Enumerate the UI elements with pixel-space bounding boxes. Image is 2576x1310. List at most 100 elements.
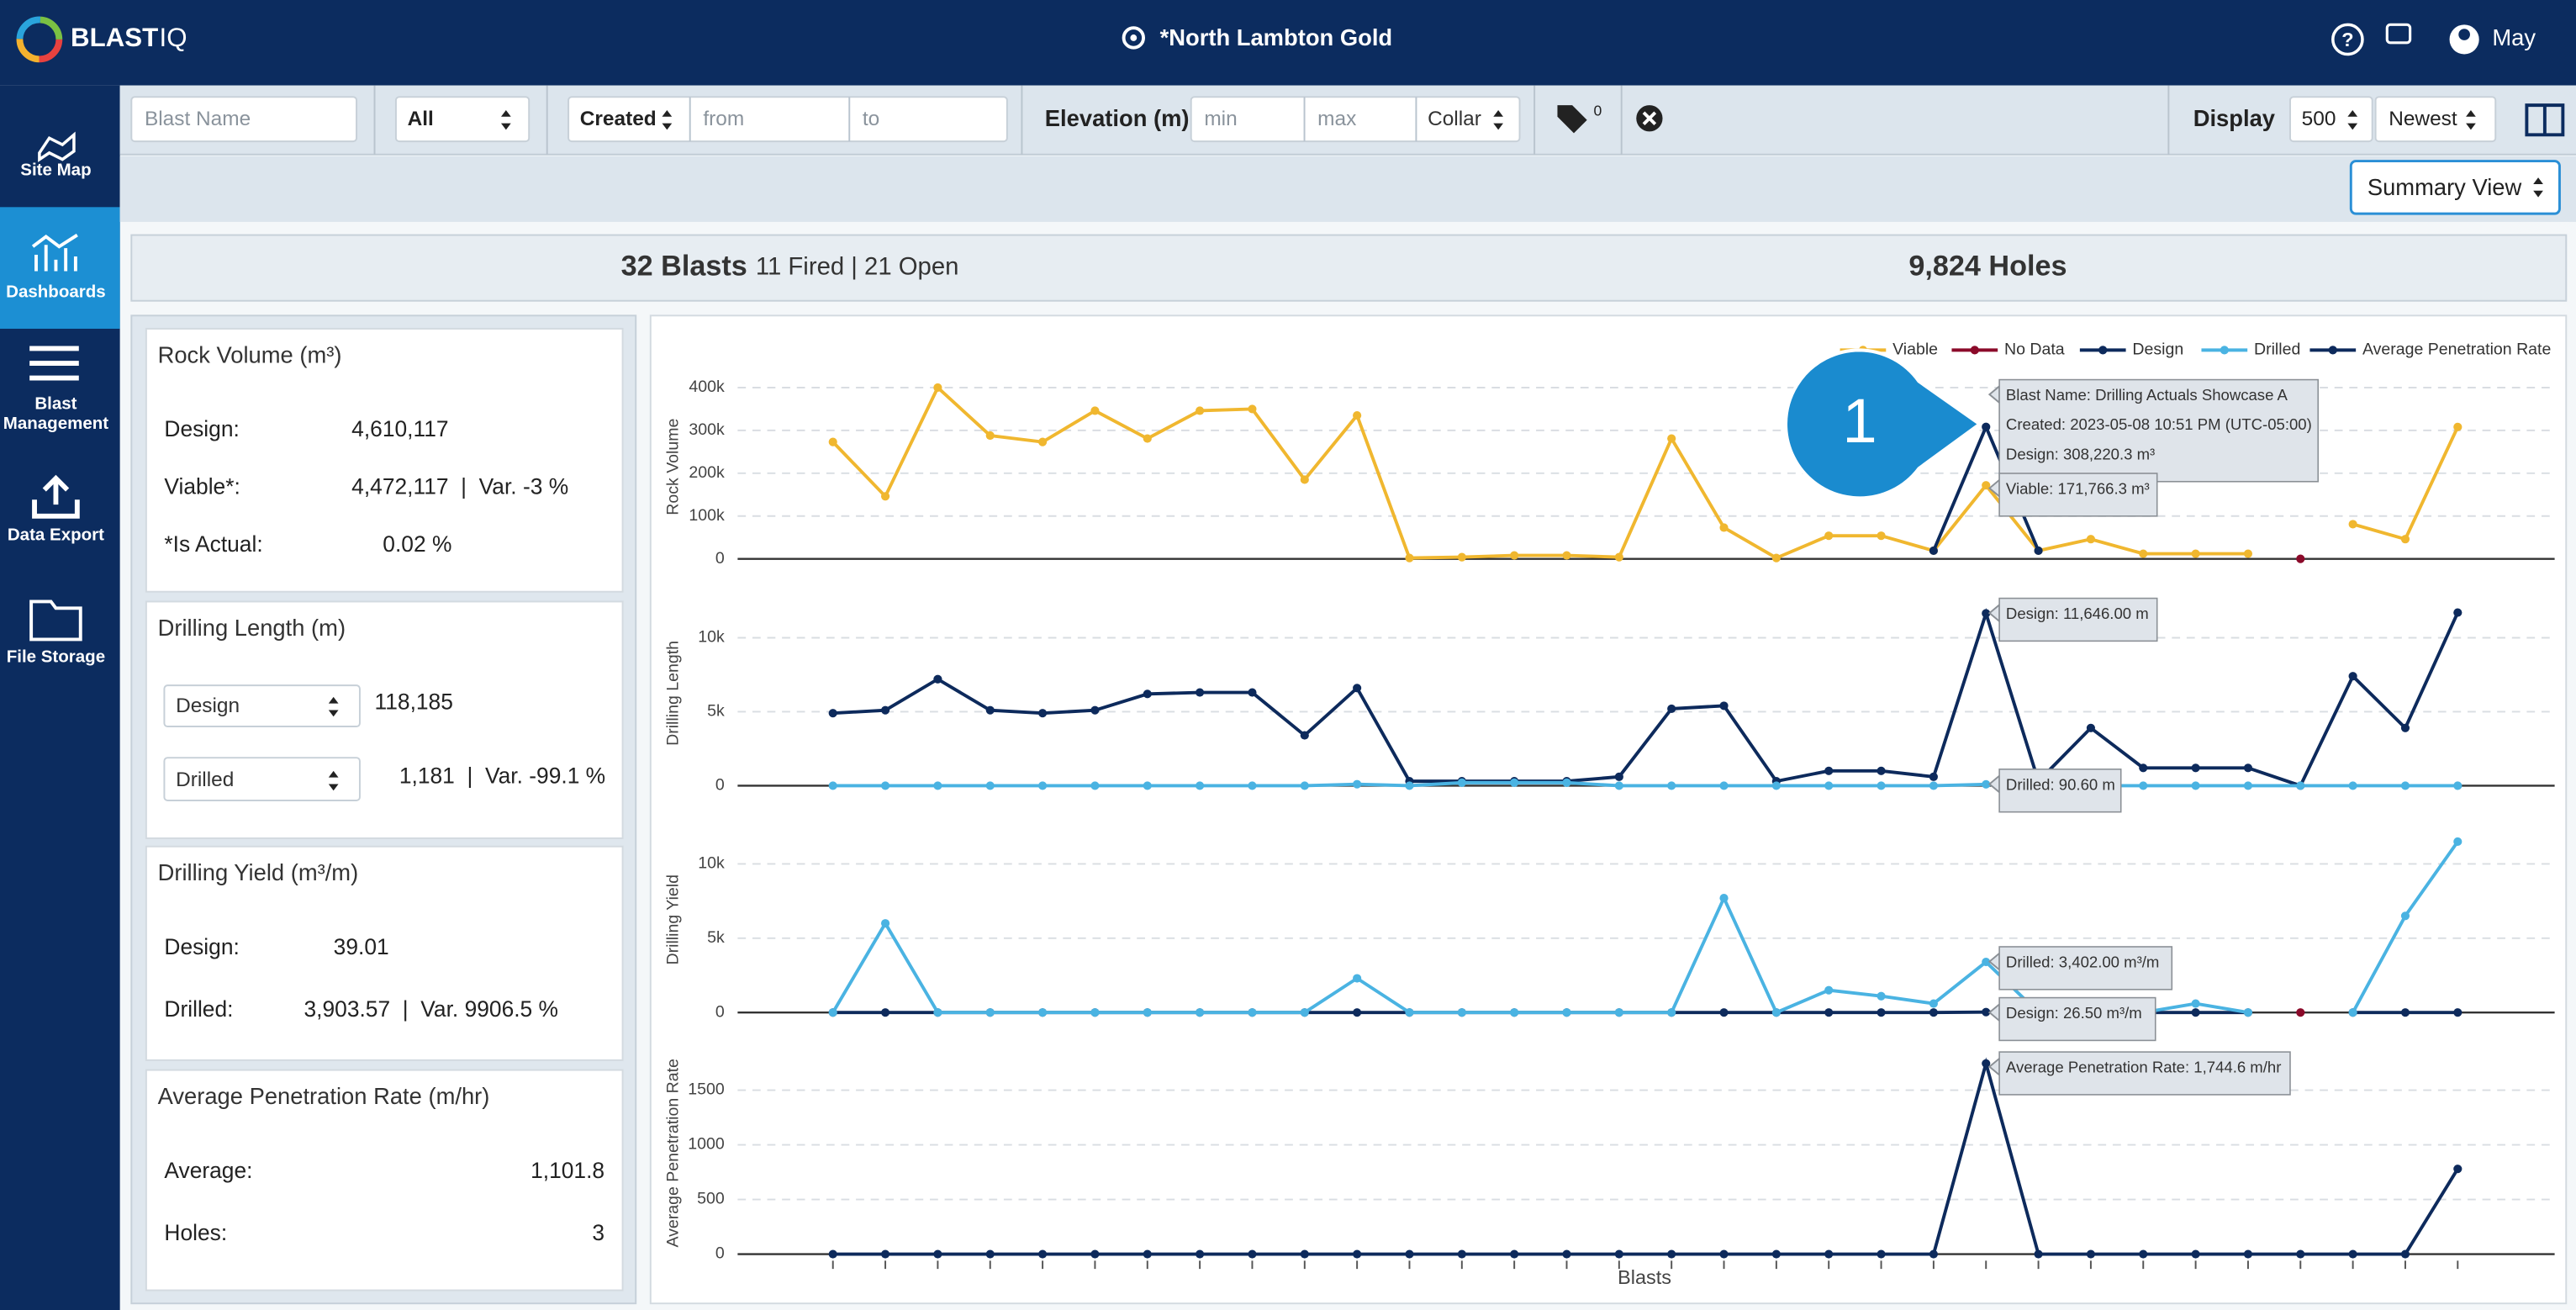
data-point — [1667, 434, 1676, 443]
card-label: Design: — [164, 934, 239, 959]
data-point — [1405, 553, 1414, 563]
nav-label: Data Export — [8, 526, 104, 545]
data-point — [1877, 766, 1886, 775]
nav-blast-management[interactable]: Blast Management — [3, 346, 109, 433]
blast-count: 32 Blasts — [621, 251, 747, 283]
select-value[interactable]: Collar — [1428, 108, 1481, 130]
nav-file-storage[interactable]: File Storage — [7, 600, 105, 666]
select-arrows — [2347, 109, 2358, 130]
placeholder[interactable]: max — [1317, 108, 1356, 130]
data-point — [2243, 763, 2253, 773]
order-select[interactable] — [2374, 96, 2497, 143]
y-tick-label: 10k — [698, 854, 725, 873]
data-point — [2243, 1008, 2253, 1017]
card-label: Average: — [164, 1158, 252, 1183]
data-point — [1771, 781, 1781, 790]
card-value: 3 — [592, 1220, 604, 1245]
data-point — [2400, 781, 2410, 790]
nav-icon — [29, 346, 79, 381]
user-icon-head — [2458, 29, 2470, 40]
elevation-filter[interactable] — [1190, 96, 1521, 143]
logo-ring — [16, 16, 63, 63]
logo-ring — [16, 16, 63, 63]
data-point — [1457, 778, 1466, 787]
nav-icon — [38, 131, 76, 162]
data-point — [2296, 1008, 2305, 1017]
data-point — [1614, 1008, 1623, 1017]
data-point — [1143, 781, 1152, 790]
card-label: Viable*: — [164, 474, 240, 499]
data-point — [880, 919, 890, 928]
data-point — [2191, 763, 2200, 773]
card-label: Design: — [164, 416, 239, 441]
data-point — [2191, 549, 2200, 558]
data-point — [1824, 766, 1834, 775]
data-point — [2086, 535, 2095, 544]
select-value: Newest — [2389, 108, 2457, 130]
help-icon[interactable] — [2331, 23, 2364, 56]
user-name[interactable]: May — [2492, 24, 2536, 50]
book-icon[interactable] — [2525, 103, 2565, 137]
date-filter[interactable] — [567, 96, 1008, 143]
data-point — [828, 709, 837, 718]
tooltip — [1998, 946, 2173, 990]
series-line — [831, 384, 2248, 560]
tooltip — [1998, 996, 2156, 1042]
data-point — [828, 1249, 837, 1259]
data-point — [2453, 1008, 2463, 1017]
select-arrows — [2466, 109, 2476, 130]
tooltip-text: Design: 308,220.3 m³ — [2006, 445, 2155, 462]
data-point — [828, 437, 837, 446]
data-point — [985, 1008, 995, 1017]
status-select[interactable] — [394, 96, 531, 143]
data-point — [1510, 551, 1519, 560]
select-value: Summary View — [2367, 174, 2522, 200]
data-point — [1405, 1249, 1414, 1259]
tag-icon[interactable] — [1557, 105, 1587, 134]
tooltip-text: Viable: 171,766.3 m³ — [2006, 479, 2150, 497]
nav-data-export[interactable]: Data Export — [8, 474, 104, 545]
limit-select[interactable] — [2289, 96, 2373, 143]
card-title: Drilling Yield (m³/m) — [158, 859, 359, 885]
y-axis-label: Drilling Length — [663, 641, 682, 746]
logo[interactable]: BLAST IQ — [16, 16, 187, 63]
data-point — [1510, 1008, 1519, 1017]
data-point — [933, 781, 942, 790]
card-select[interactable] — [163, 684, 361, 728]
select-value: Drilled — [176, 769, 234, 791]
card-select[interactable] — [163, 757, 361, 801]
legend-label: Drilled — [2254, 341, 2300, 359]
placeholder[interactable]: to — [863, 108, 879, 130]
nav-dashboards[interactable]: Dashboards — [6, 233, 106, 302]
nav-icon — [29, 600, 82, 642]
data-point — [880, 781, 890, 790]
blast-name-input[interactable] — [130, 96, 358, 143]
y-tick-label: 200k — [689, 463, 725, 482]
placeholder[interactable]: min — [1204, 108, 1237, 130]
select-arrows — [2533, 177, 2543, 198]
legend-label: Viable — [1892, 341, 1938, 359]
nav-label: File Storage — [7, 647, 105, 666]
hole-count: 9,824 Holes — [1908, 251, 2067, 283]
data-point — [1143, 689, 1152, 699]
nav-site-map[interactable]: Site Map — [20, 131, 92, 180]
data-point — [1982, 481, 1991, 490]
data-point — [1877, 531, 1886, 541]
view-select[interactable] — [2349, 160, 2561, 215]
nav-label: Site Map — [20, 161, 91, 180]
data-point — [1457, 552, 1466, 562]
y-tick-label: 1000 — [688, 1135, 725, 1154]
data-point — [1457, 1008, 1466, 1017]
data-point — [2034, 546, 2043, 556]
data-point — [1824, 985, 1834, 995]
chat-icon[interactable] — [2385, 23, 2412, 45]
data-point — [2348, 781, 2357, 790]
site-name[interactable]: *North Lambton Gold — [1160, 24, 1393, 50]
logo-ring — [16, 16, 63, 63]
card — [145, 845, 624, 1061]
data-point — [2348, 1249, 2357, 1259]
placeholder[interactable]: from — [703, 108, 744, 130]
data-point — [2453, 608, 2463, 617]
y-axis-label: Average Penetration Rate — [663, 1059, 682, 1247]
card-value: 39.01 — [334, 934, 389, 959]
